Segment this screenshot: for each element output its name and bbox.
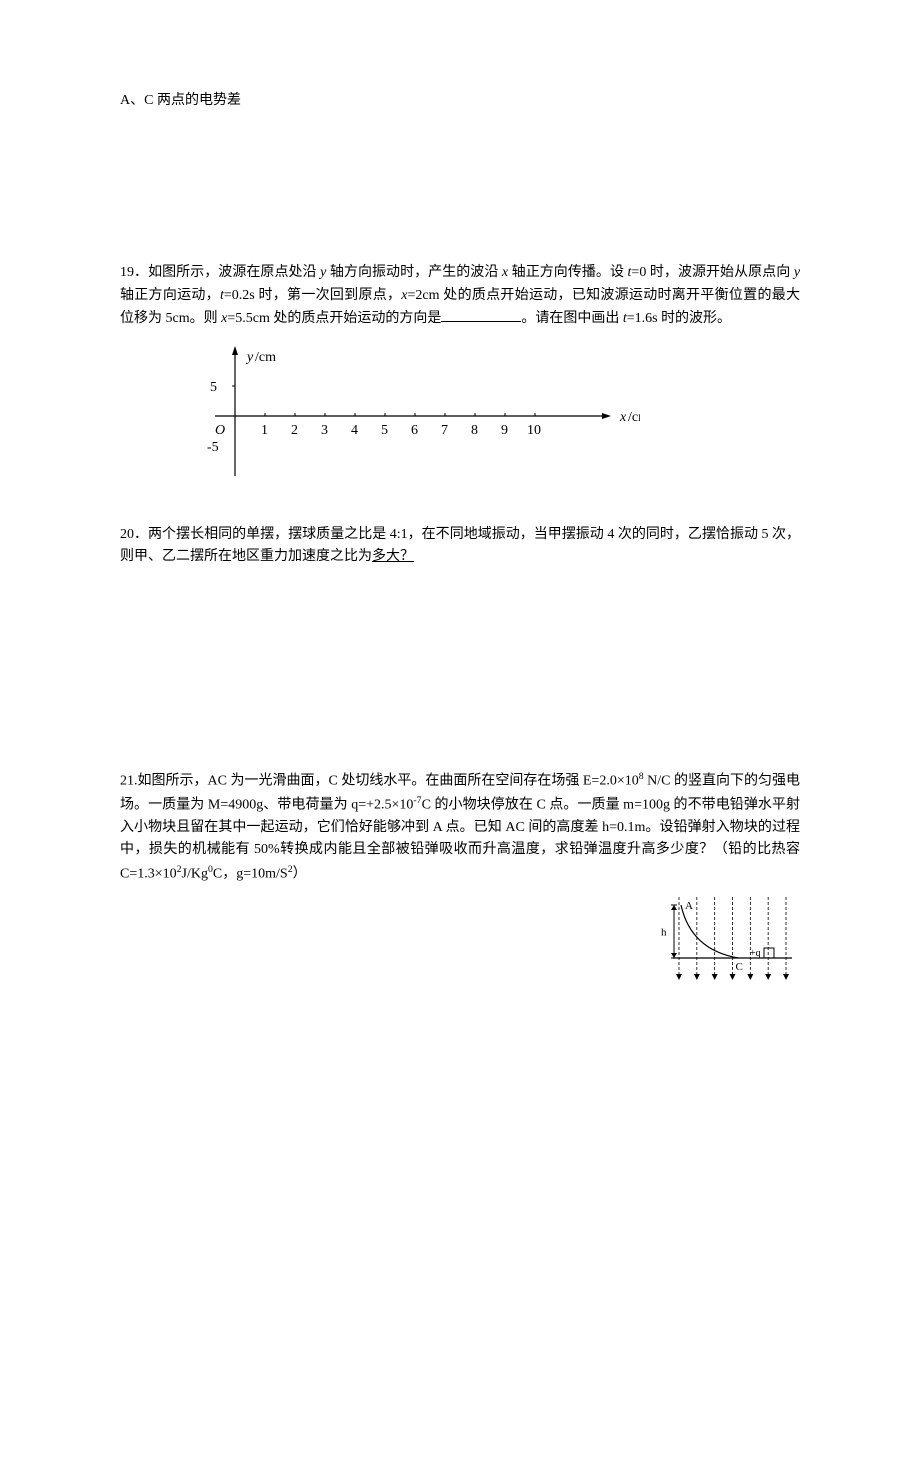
q20-number: 20． (120, 527, 148, 542)
svg-text:y: y (245, 350, 254, 365)
svg-text:/cm: /cm (628, 410, 640, 425)
svg-text:h: h (661, 926, 667, 938)
svg-text:2: 2 (291, 423, 298, 438)
svg-text:7: 7 (441, 423, 448, 438)
spacer (120, 142, 800, 262)
svg-text:+q: +q (750, 948, 761, 959)
svg-text:C: C (735, 961, 742, 973)
question-19: 19．如图所示，波源在原点处沿 y 轴方向振动时，产生的波沿 x 轴正方向传播。… (120, 262, 800, 494)
q21-figure: Ah C +q (655, 891, 800, 994)
question-18-fragment: A、C 两点的电势差 (120, 90, 800, 112)
svg-text:-5: -5 (207, 440, 219, 455)
q20-text: 20．两个摆长相同的单摆，摆球质量之比是 4:1，在不同地域振动，当甲摆振动 4… (120, 524, 800, 569)
q19-number: 19． (120, 265, 148, 280)
svg-text:O: O (215, 423, 225, 438)
curve-field-svg: Ah C +q (655, 891, 800, 986)
svg-text:/cm: /cm (255, 350, 276, 365)
svg-text:3: 3 (321, 423, 328, 438)
svg-text:6: 6 (411, 423, 418, 438)
svg-text:1: 1 (261, 423, 268, 438)
var-y: y (794, 265, 800, 280)
wave-graph-svg: y/cmx/cmO5-512345678910 (180, 346, 640, 486)
answer-blank (441, 307, 521, 322)
svg-text:10: 10 (527, 423, 541, 438)
question-20: 20．两个摆长相同的单摆，摆球质量之比是 4:1，在不同地域振动，当甲摆振动 4… (120, 524, 800, 569)
svg-text:5: 5 (381, 423, 388, 438)
q18-text: A、C 两点的电势差 (120, 93, 241, 108)
svg-text:4: 4 (351, 423, 358, 438)
q21-number: 21. (120, 773, 138, 788)
svg-text:9: 9 (501, 423, 508, 438)
svg-text:8: 8 (471, 423, 478, 438)
q20-underlined: 多大？ (372, 549, 414, 564)
q21-text: 21.如图所示，AC 为一光滑曲面，C 处切线水平。在曲面所在空间存在场强 E=… (120, 769, 800, 886)
svg-text:5: 5 (210, 380, 217, 395)
spacer (120, 1024, 800, 1374)
svg-text:x: x (619, 410, 627, 425)
q19-graph: y/cmx/cmO5-512345678910 (180, 346, 800, 494)
question-21: 21.如图所示，AC 为一光滑曲面，C 处切线水平。在曲面所在空间存在场强 E=… (120, 769, 800, 994)
q19-text: 19．如图所示，波源在原点处沿 y 轴方向振动时，产生的波沿 x 轴正方向传播。… (120, 262, 800, 330)
svg-text:A: A (685, 900, 693, 912)
spacer (120, 599, 800, 769)
